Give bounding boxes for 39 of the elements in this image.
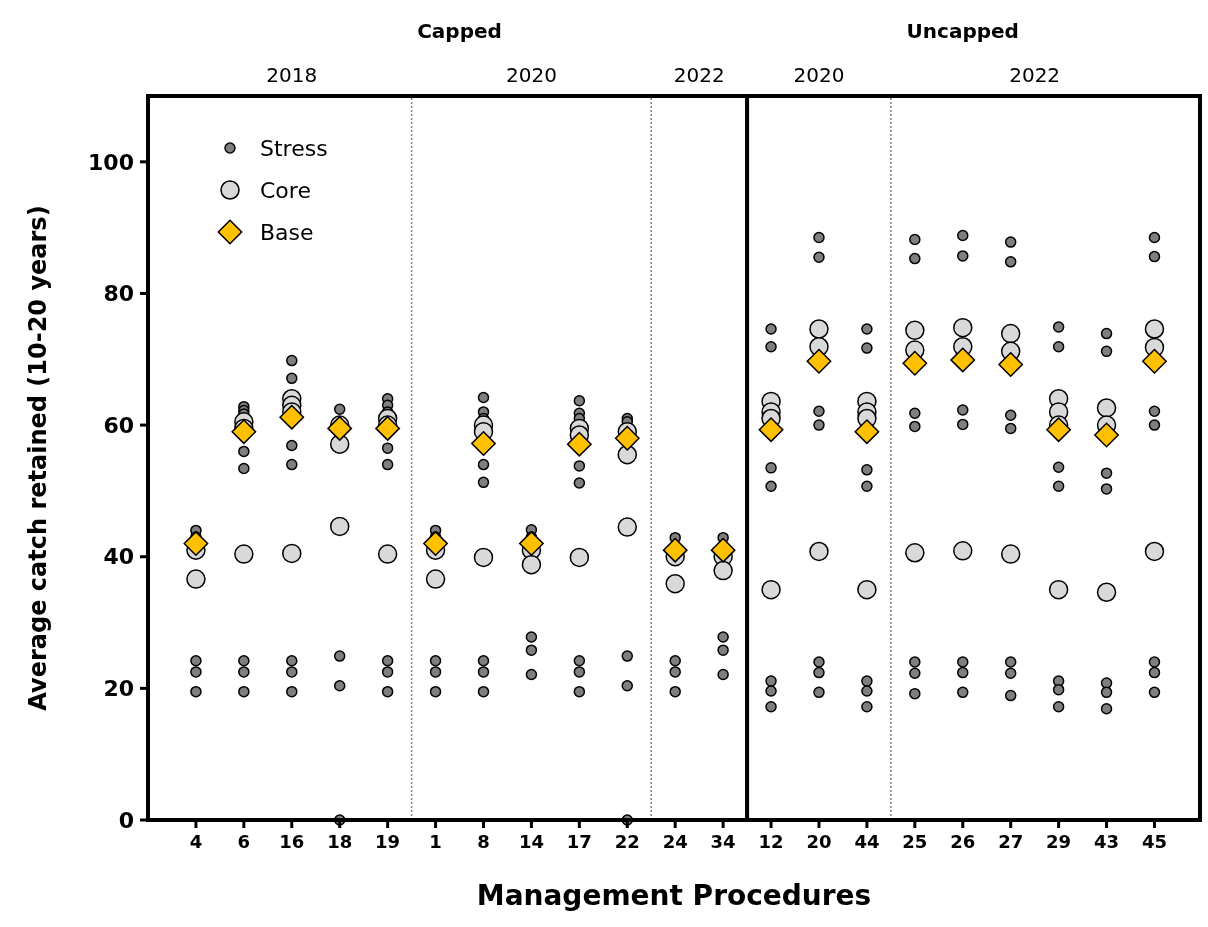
text: 2018 (266, 63, 318, 87)
legend-label: Base (260, 219, 314, 245)
y-tick-label: 20 (103, 676, 134, 702)
x-axis-title: Management Procedures (476, 879, 872, 912)
x-tick-label: 20 (806, 831, 832, 852)
x-tick-label: 26 (950, 831, 976, 852)
x-tick-label: 25 (902, 831, 928, 852)
text: 2022 (673, 63, 725, 87)
y-tick-label: 0 (118, 807, 134, 833)
text: 2020 (505, 63, 557, 87)
y-tick-label: 60 (103, 412, 134, 438)
x-tick-label: 12 (758, 831, 784, 852)
legend-label: Stress (260, 135, 328, 161)
x-tick-label: 43 (1094, 831, 1120, 852)
text: Capped (417, 19, 502, 43)
x-tick-label: 22 (614, 831, 640, 852)
x-tick-label: 27 (998, 831, 1024, 852)
x-tick-label: 17 (566, 831, 592, 852)
legend-label: Core (260, 177, 311, 203)
x-tick-label: 44 (854, 831, 880, 852)
text: 2022 (1009, 63, 1061, 87)
x-tick-label: 45 (1141, 831, 1167, 852)
y-tick-label: 40 (103, 544, 134, 570)
x-tick-label: 8 (477, 831, 490, 852)
x-tick-label: 1 (429, 831, 442, 852)
x-tick-label: 18 (327, 831, 353, 852)
x-tick-label: 29 (1046, 831, 1072, 852)
text: Uncapped (906, 19, 1019, 43)
x-tick-label: 4 (189, 831, 203, 852)
y-tick-label: 100 (88, 149, 134, 175)
x-tick-label: 24 (662, 831, 688, 852)
y-tick-label: 80 (103, 281, 134, 307)
x-tick-label: 19 (375, 831, 401, 852)
text: 2020 (793, 63, 845, 87)
x-tick-label: 16 (279, 831, 305, 852)
x-tick-label: 34 (710, 831, 736, 852)
y-axis-title: Average catch retained (10-20 years) (24, 205, 52, 711)
x-tick-label: 6 (237, 831, 251, 852)
x-tick-label: 14 (518, 831, 544, 852)
